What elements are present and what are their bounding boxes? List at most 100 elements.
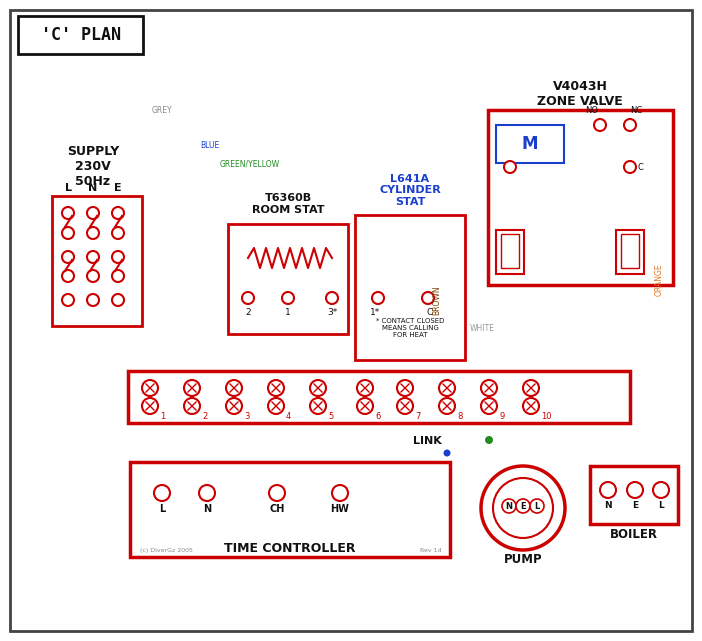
Circle shape <box>87 227 99 239</box>
Bar <box>501 234 519 268</box>
Circle shape <box>422 292 434 304</box>
Text: E: E <box>114 183 122 193</box>
Text: N: N <box>203 504 211 514</box>
Text: L: L <box>658 501 664 510</box>
Bar <box>590 466 678 524</box>
Text: TIME CONTROLLER: TIME CONTROLLER <box>224 542 356 555</box>
Circle shape <box>372 292 384 304</box>
Circle shape <box>600 482 616 498</box>
Text: WHITE: WHITE <box>470 324 495 333</box>
Bar <box>52 196 142 326</box>
Text: 4: 4 <box>286 412 291 421</box>
Text: ORANGE: ORANGE <box>655 263 664 296</box>
Circle shape <box>530 499 544 513</box>
Circle shape <box>62 294 74 306</box>
Circle shape <box>624 161 636 173</box>
Text: 7: 7 <box>415 412 420 421</box>
Circle shape <box>87 270 99 282</box>
Text: BOILER: BOILER <box>610 528 658 541</box>
Circle shape <box>504 161 516 173</box>
Circle shape <box>154 485 170 501</box>
Text: BROWN: BROWN <box>432 285 441 315</box>
Circle shape <box>594 119 606 131</box>
Circle shape <box>112 207 124 219</box>
Text: Rev 1d: Rev 1d <box>420 548 442 553</box>
Circle shape <box>624 119 636 131</box>
Text: C: C <box>427 308 433 317</box>
Text: 1: 1 <box>160 412 165 421</box>
Circle shape <box>242 292 254 304</box>
Bar <box>355 215 465 360</box>
Text: N: N <box>604 501 612 510</box>
Text: N: N <box>88 183 98 193</box>
Text: HW: HW <box>331 504 350 514</box>
Text: V4043H
ZONE VALVE: V4043H ZONE VALVE <box>537 80 623 108</box>
Circle shape <box>326 292 338 304</box>
Text: BLUE: BLUE <box>200 141 219 150</box>
Circle shape <box>523 380 539 396</box>
Bar <box>496 125 564 163</box>
Bar <box>130 462 450 557</box>
Circle shape <box>142 398 158 414</box>
Text: L: L <box>534 501 540 510</box>
Circle shape <box>62 251 74 263</box>
Text: (c) DiverGz 2005: (c) DiverGz 2005 <box>140 548 193 553</box>
Circle shape <box>226 380 242 396</box>
Circle shape <box>268 398 284 414</box>
Circle shape <box>502 499 516 513</box>
Circle shape <box>112 227 124 239</box>
Circle shape <box>523 398 539 414</box>
Circle shape <box>481 398 497 414</box>
Circle shape <box>112 270 124 282</box>
Circle shape <box>282 292 294 304</box>
Circle shape <box>87 251 99 263</box>
Bar <box>128 371 630 423</box>
Text: N: N <box>505 501 512 510</box>
Circle shape <box>481 466 565 550</box>
Text: * CONTACT CLOSED
MEANS CALLING
FOR HEAT: * CONTACT CLOSED MEANS CALLING FOR HEAT <box>376 318 444 338</box>
Text: 10: 10 <box>541 412 552 421</box>
Text: 6: 6 <box>375 412 380 421</box>
Circle shape <box>493 478 553 538</box>
Circle shape <box>142 380 158 396</box>
Text: NO: NO <box>585 106 599 115</box>
Circle shape <box>184 380 200 396</box>
Circle shape <box>357 398 373 414</box>
Text: 'C' PLAN: 'C' PLAN <box>41 26 121 44</box>
Bar <box>616 230 644 274</box>
Text: GREEN/YELLOW: GREEN/YELLOW <box>220 159 280 168</box>
Circle shape <box>310 398 326 414</box>
Circle shape <box>439 398 455 414</box>
Text: 3: 3 <box>244 412 249 421</box>
Circle shape <box>397 380 413 396</box>
Text: E: E <box>632 501 638 510</box>
Circle shape <box>62 227 74 239</box>
Text: 8: 8 <box>457 412 463 421</box>
Text: 2: 2 <box>245 308 251 317</box>
Text: CH: CH <box>270 504 285 514</box>
Text: SUPPLY
230V
50Hz: SUPPLY 230V 50Hz <box>67 145 119 188</box>
Circle shape <box>112 251 124 263</box>
Circle shape <box>627 482 643 498</box>
Text: GREY: GREY <box>152 106 173 115</box>
Circle shape <box>87 294 99 306</box>
Text: 9: 9 <box>499 412 504 421</box>
Text: L: L <box>65 183 72 193</box>
Text: L641A
CYLINDER
STAT: L641A CYLINDER STAT <box>379 174 441 207</box>
Circle shape <box>226 398 242 414</box>
Circle shape <box>62 270 74 282</box>
Bar <box>18 16 143 54</box>
Circle shape <box>269 485 285 501</box>
Bar <box>488 110 673 285</box>
Text: L: L <box>159 504 165 514</box>
Bar <box>621 234 639 268</box>
Circle shape <box>653 482 669 498</box>
Text: 1*: 1* <box>370 308 380 317</box>
Circle shape <box>357 380 373 396</box>
Text: 5: 5 <box>328 412 333 421</box>
Circle shape <box>268 380 284 396</box>
Circle shape <box>444 449 451 456</box>
Text: T6360B
ROOM STAT: T6360B ROOM STAT <box>252 194 324 215</box>
Text: C: C <box>638 163 644 172</box>
Circle shape <box>485 436 493 444</box>
